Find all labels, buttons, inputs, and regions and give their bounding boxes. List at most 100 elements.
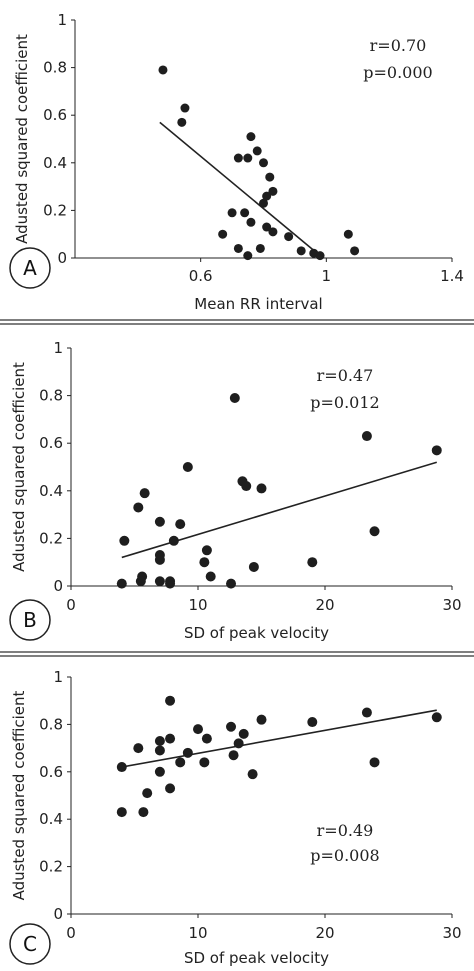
data-point [154,745,165,756]
data-point [315,251,325,261]
data-point [175,757,186,768]
y-tick-label: 0.2 [39,858,63,876]
data-point [233,153,243,163]
data-point [238,728,249,739]
y-tick-label: 0.4 [39,810,63,828]
data-point [240,208,250,218]
data-point [255,243,265,253]
panel-label: C [23,932,37,956]
data-point [154,516,165,527]
data-point [259,198,268,208]
data-point [201,545,212,556]
data-point [296,246,306,256]
data-point [154,766,165,777]
data-point [361,707,372,718]
y-tick-label: 0.8 [43,59,67,77]
x-tick-label: 0.6 [189,267,213,285]
data-point [233,738,244,749]
data-point [226,578,237,589]
data-point [243,251,253,261]
data-point [243,153,253,163]
y-axis-label: Adusted squared coefficient [13,34,31,244]
x-tick-label: 30 [442,924,461,942]
data-point [139,488,150,499]
data-point [180,103,190,113]
y-axis-label: Adusted squared coefficient [10,690,28,900]
data-point [133,502,144,513]
data-point [307,557,318,568]
data-point [116,807,127,818]
data-point [369,757,380,768]
data-point [205,571,216,582]
data-point [199,557,210,568]
correlation-annotation: r=0.49 [317,821,374,840]
y-tick-label: 0.8 [39,715,63,733]
data-point [431,445,442,456]
data-point [119,535,130,546]
data-point [199,757,210,768]
data-point [343,229,353,239]
x-tick-label: 10 [188,924,207,942]
data-point [431,712,442,723]
data-point [229,392,240,403]
data-point [158,65,168,75]
data-point [165,695,176,706]
data-point [246,132,256,142]
y-tick-label: 0.6 [39,434,63,452]
data-point [248,561,259,572]
y-tick-label: 0.2 [39,529,63,547]
x-tick-label: 1.4 [440,267,464,285]
x-tick-label: 20 [315,924,334,942]
y-tick-label: 1 [57,11,67,29]
data-point [138,807,149,818]
data-point [256,714,267,725]
data-point [259,158,268,168]
y-tick-label: 1 [53,668,63,686]
panel-label-circle [9,599,51,641]
regression-line [121,709,437,768]
data-point [284,232,294,242]
y-tick-label: 1 [53,339,63,357]
x-tick-label: 30 [442,596,461,614]
data-point [246,217,256,227]
data-point [175,519,186,530]
data-point [168,535,179,546]
panel-a: 0 0.2 0.4 0.6 0.8 1 0.6 1 1.4 Mean RR interval Adu… [9,11,464,313]
x-axis-label: SD of peak velocity [184,949,329,967]
y-tick-label: 0.2 [43,201,67,219]
y-tick-label: 0 [53,577,63,595]
panel-label: B [23,608,37,632]
x-tick-label: 10 [188,596,207,614]
y-tick-label: 0.4 [43,154,67,172]
data-point [133,743,144,754]
data-point [241,481,252,492]
data-point [361,431,372,442]
x-axis-label: SD of peak velocity [184,624,329,642]
data-point [201,733,212,744]
data-point [193,724,203,735]
correlation-annotation: r=0.47 [317,366,374,385]
data-point [268,227,278,237]
x-tick-label: 0 [66,924,76,942]
data-point [177,117,187,127]
data-point [218,229,228,239]
panel-label-circle [9,923,51,965]
y-tick-label: 0.6 [43,106,67,124]
data-point [268,186,278,196]
data-point [262,191,272,201]
y-axis-label: Adusted squared coefficient [10,362,28,572]
data-point [165,578,176,589]
data-point [369,526,380,537]
data-point [227,208,237,218]
data-point [228,750,239,761]
panel-label-circle [9,247,51,289]
p-value-annotation: p=0.008 [310,846,379,865]
data-point [252,146,262,156]
regression-line [121,461,437,559]
p-value-annotation: p=0.000 [363,63,432,82]
correlation-annotation: r=0.70 [370,36,427,55]
data-point [350,246,360,256]
x-tick-label: 1 [322,267,332,285]
